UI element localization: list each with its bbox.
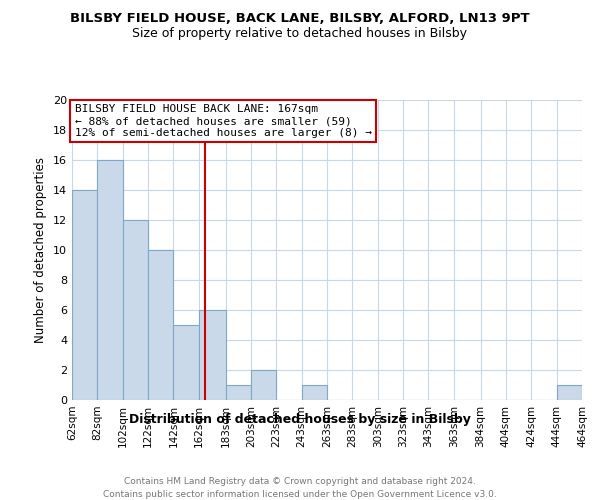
- Bar: [97, 160, 123, 400]
- Bar: [123, 220, 148, 400]
- Bar: [302, 385, 327, 400]
- Text: Contains public sector information licensed under the Open Government Licence v3: Contains public sector information licen…: [103, 490, 497, 499]
- Text: BILSBY FIELD HOUSE, BACK LANE, BILSBY, ALFORD, LN13 9PT: BILSBY FIELD HOUSE, BACK LANE, BILSBY, A…: [70, 12, 530, 26]
- Text: Contains HM Land Registry data © Crown copyright and database right 2024.: Contains HM Land Registry data © Crown c…: [124, 478, 476, 486]
- Bar: [251, 370, 276, 400]
- Bar: [72, 190, 97, 400]
- Bar: [173, 325, 199, 400]
- Text: Size of property relative to detached houses in Bilsby: Size of property relative to detached ho…: [133, 28, 467, 40]
- Bar: [557, 385, 582, 400]
- Bar: [148, 250, 173, 400]
- Y-axis label: Number of detached properties: Number of detached properties: [34, 157, 47, 343]
- Bar: [199, 310, 226, 400]
- Bar: [226, 385, 251, 400]
- Text: BILSBY FIELD HOUSE BACK LANE: 167sqm
← 88% of detached houses are smaller (59)
1: BILSBY FIELD HOUSE BACK LANE: 167sqm ← 8…: [74, 104, 371, 138]
- Text: Distribution of detached houses by size in Bilsby: Distribution of detached houses by size …: [129, 412, 471, 426]
